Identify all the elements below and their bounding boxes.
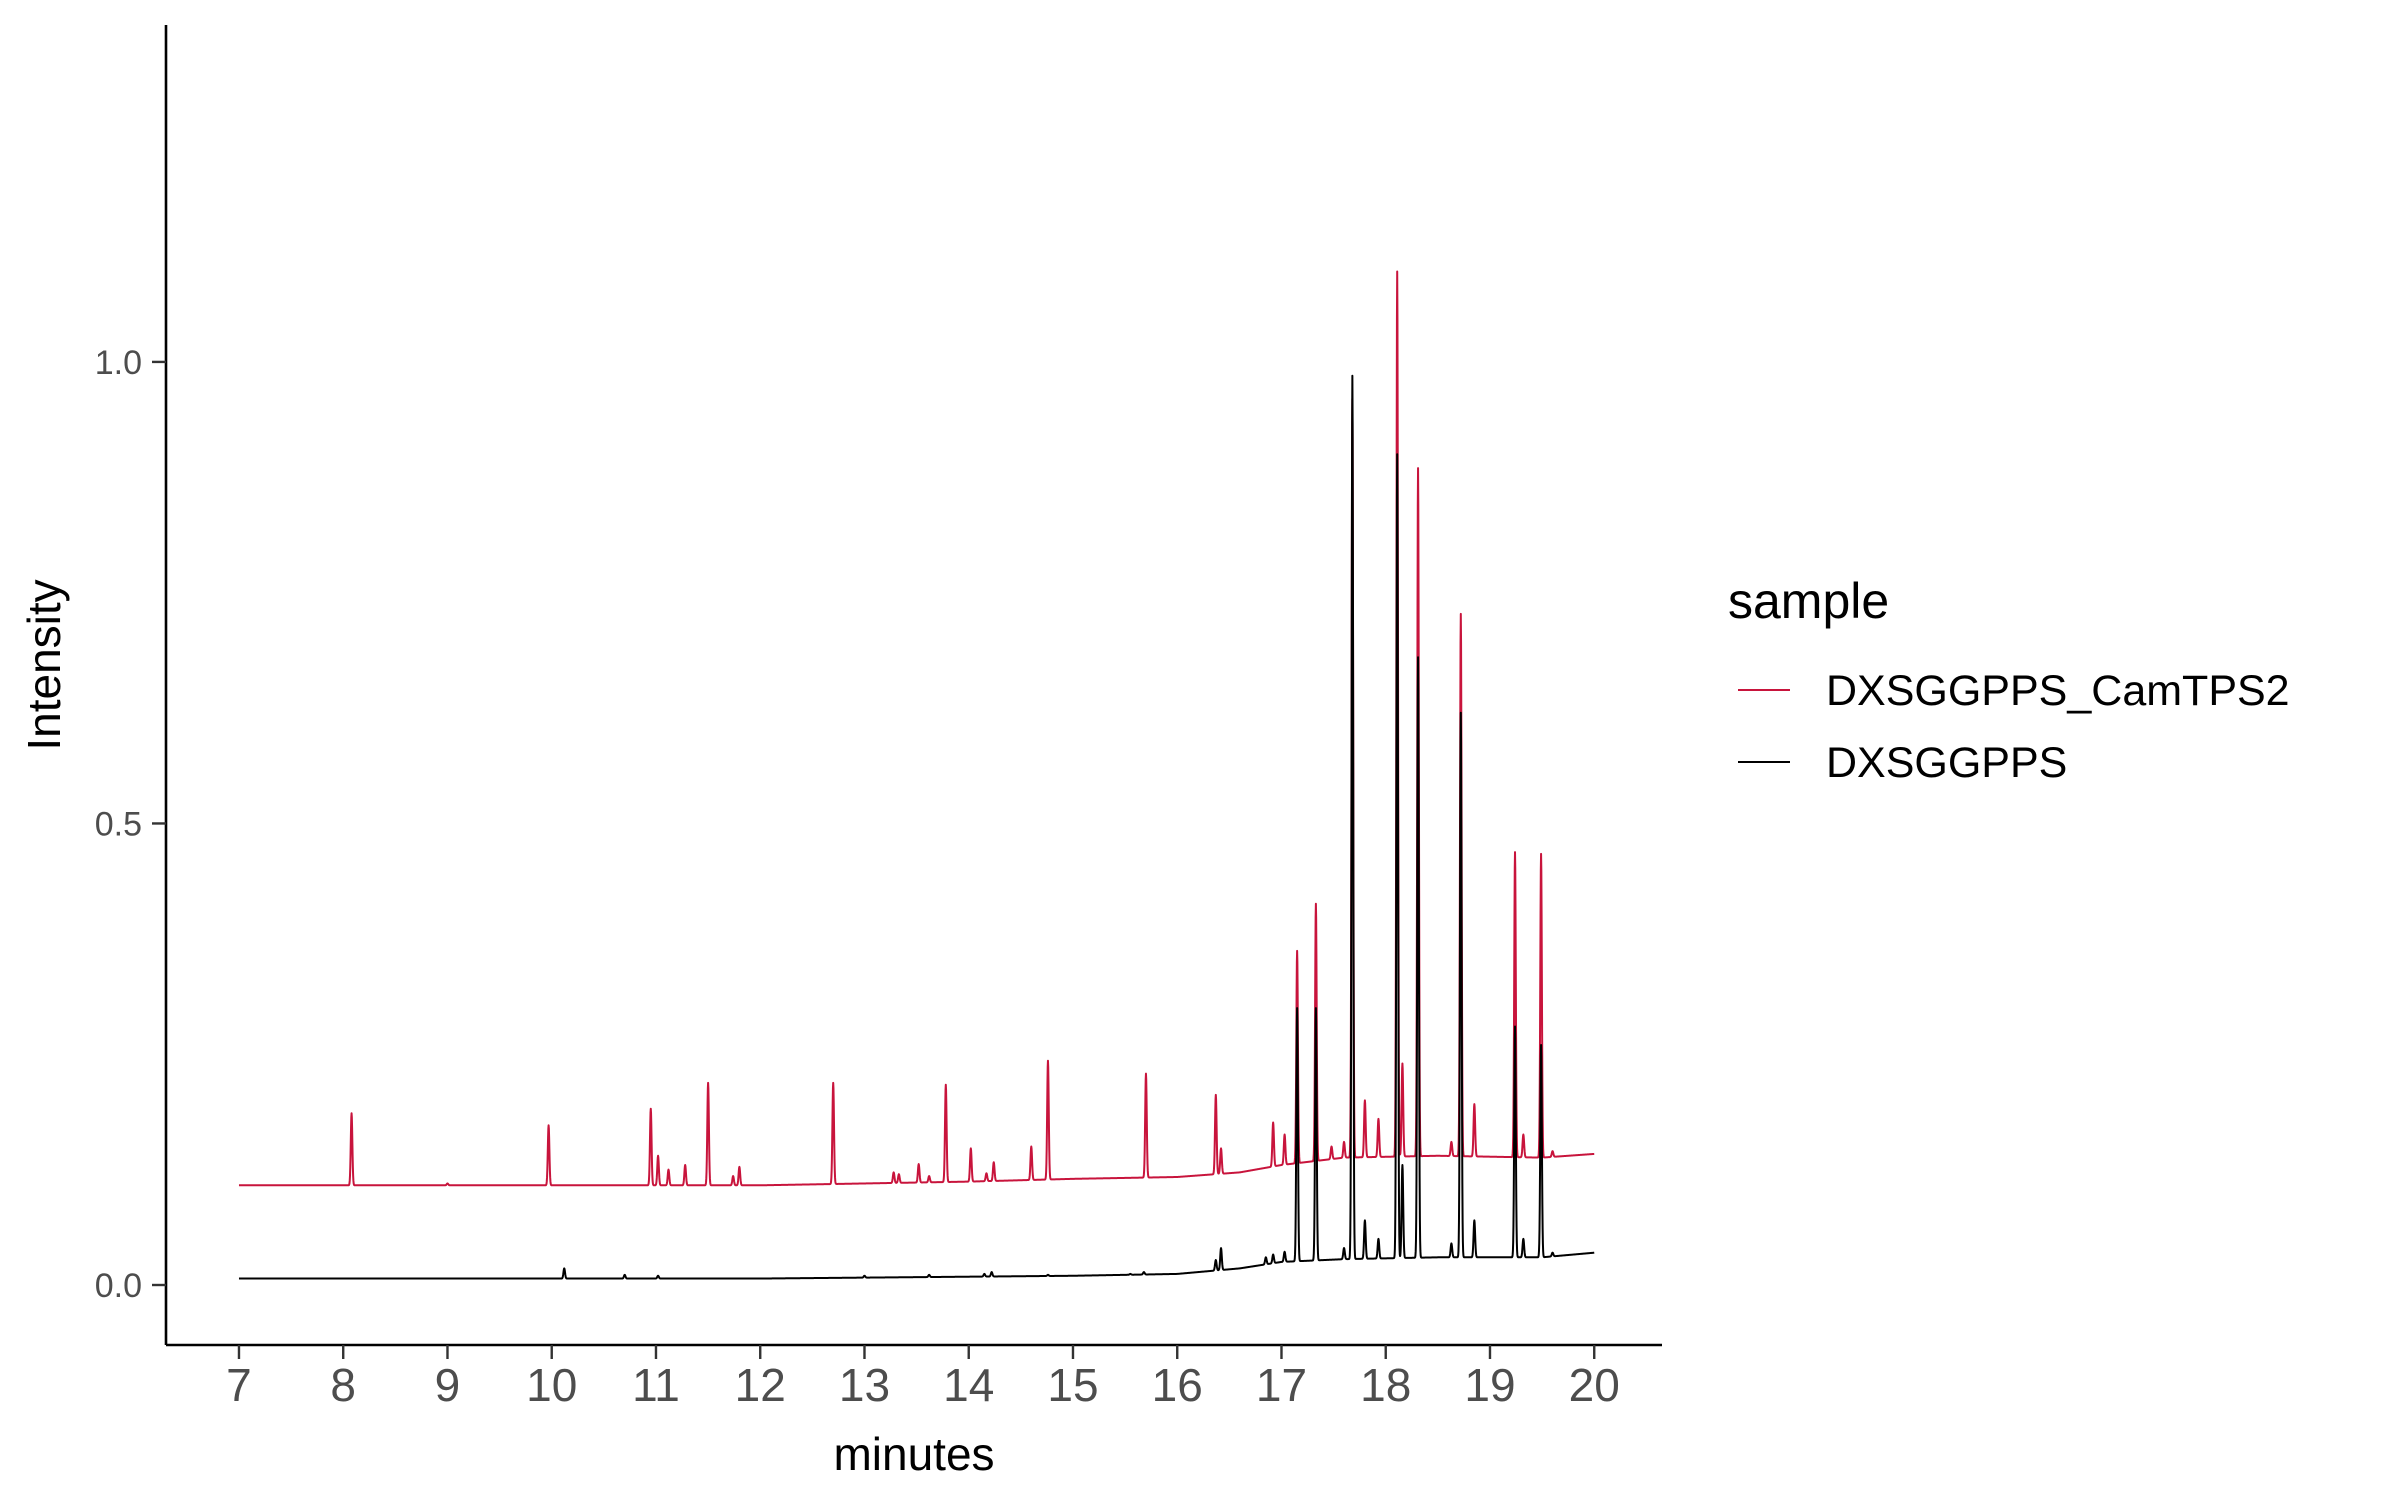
x-axis-title: minutes — [833, 1428, 994, 1480]
x-tick-label: 8 — [330, 1359, 356, 1411]
series-layer — [238, 270, 1595, 1280]
x-tick-label: 15 — [1047, 1359, 1098, 1411]
x-tick-label: 11 — [632, 1359, 680, 1411]
x-tick-label: 13 — [839, 1359, 890, 1411]
y-tick-label: 0.0 — [95, 1267, 142, 1305]
x-tick-label: 12 — [735, 1359, 786, 1411]
legend-label: DXSGGPPS_CamTPS2 — [1826, 667, 2290, 715]
y-ticks: 0.0 0.5 1.0 — [95, 344, 166, 1305]
axes-layer — [164, 25, 1662, 1347]
x-tick-label: 18 — [1360, 1359, 1411, 1411]
y-tick-label: 0.5 — [95, 805, 142, 843]
legend: sample DXSGGPPS_CamTPS2 DXSGGPPS — [1728, 573, 2290, 787]
x-tick-label: 20 — [1569, 1359, 1620, 1411]
y-tick-label: 1.0 — [95, 344, 142, 382]
y-axis-title: Intensity — [18, 579, 70, 750]
legend-title: sample — [1728, 573, 1889, 629]
x-tick-label: 14 — [943, 1359, 994, 1411]
x-tick-label: 10 — [526, 1359, 577, 1411]
x-tick-label: 16 — [1152, 1359, 1203, 1411]
legend-label: DXSGGPPS — [1826, 739, 2067, 787]
x-ticks: 7 8 9 10 11 12 13 14 15 16 17 18 19 20 — [226, 1345, 1620, 1411]
series-line-DXSGGPPS — [238, 374, 1595, 1280]
x-tick-label: 17 — [1256, 1359, 1307, 1411]
x-tick-label: 9 — [435, 1359, 461, 1411]
x-tick-label: 7 — [226, 1359, 252, 1411]
series-line-DXSGGPPS_CamTPS2 — [238, 270, 1595, 1187]
legend-entries: DXSGGPPS_CamTPS2 DXSGGPPS — [1738, 667, 2290, 787]
x-tick-label: 19 — [1464, 1359, 1515, 1411]
